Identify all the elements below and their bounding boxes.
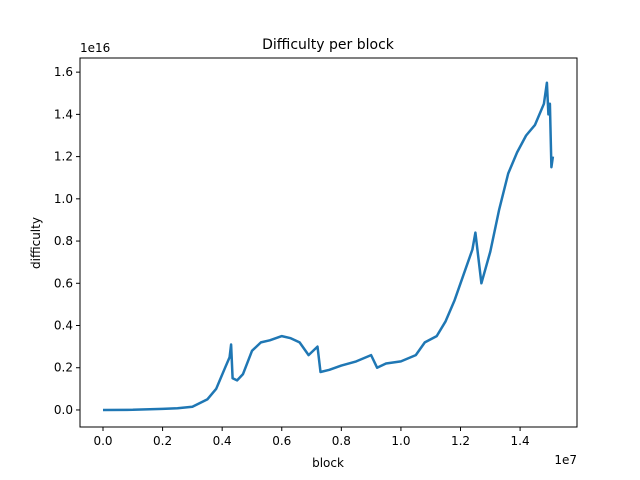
y-tick-label: 0.6 [54,276,73,290]
data-line [102,81,555,412]
axes-frame [79,57,578,428]
x-tick-label: 0.0 [93,434,112,448]
y-offset-label: 1e16 [80,41,110,55]
y-tick-label: 1.6 [54,65,73,79]
y-tick-label: 1.0 [54,192,73,206]
x-tick-label: 1.0 [391,434,410,448]
y-tick-label: 0.0 [54,403,73,417]
y-tick-label: 1.4 [54,107,73,121]
y-tick-label: 0.4 [54,319,73,333]
y-tick-label: 1.2 [54,150,73,164]
chart-title: Difficulty per block [262,37,395,53]
x-tick-label: 0.2 [153,434,172,448]
x-offset-label: 1e7 [554,453,577,467]
x-tick-label: 0.4 [213,434,232,448]
y-tick-label: 0.8 [54,234,73,248]
x-tick-label: 1.2 [451,434,470,448]
x-tick-label: 1.4 [511,434,530,448]
y-tick-label: 0.2 [54,361,73,375]
x-tick-label: 0.8 [332,434,351,448]
x-tick-label: 0.6 [272,434,291,448]
x-axis-label: block [312,456,344,470]
y-axis-label: difficulty [29,217,43,269]
